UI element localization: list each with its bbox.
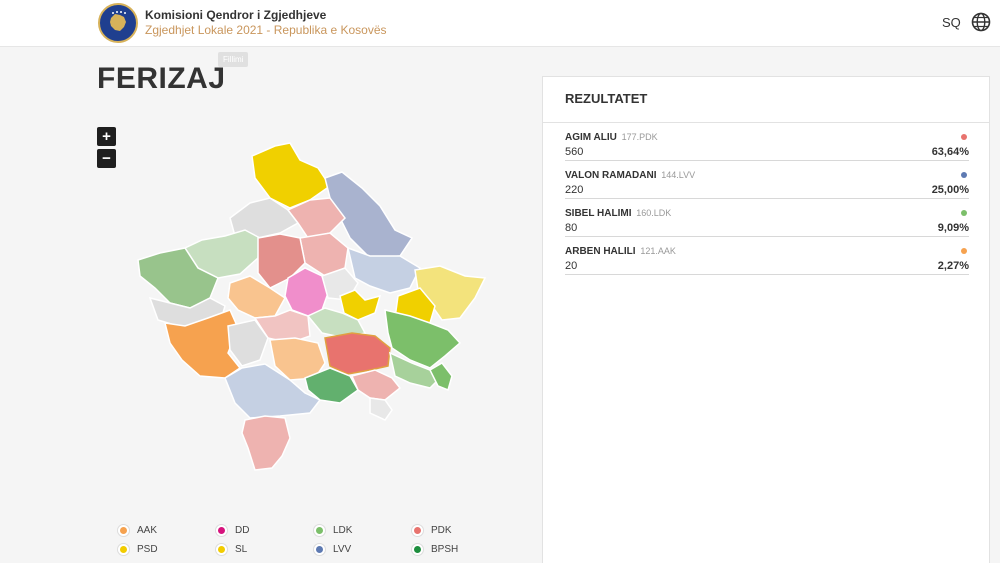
municipality-ldk-center[interactable] [306, 307, 367, 339]
legend-label: AAK [137, 524, 158, 536]
municipality-aak-southwest[interactable] [163, 309, 242, 379]
municipality-gray-mid[interactable] [227, 319, 269, 367]
results-title: REZULTATET [543, 77, 989, 123]
candidate-name-line: ARBEN HALILI 121.AAK [565, 246, 676, 257]
candidate-list: 177.PDK [621, 132, 658, 142]
candidate-list: 144.LVV [661, 170, 696, 180]
municipality-gray-south[interactable] [369, 397, 393, 421]
candidate-name: SIBEL HALIMI [565, 208, 632, 219]
municipality-ferizaj[interactable] [324, 332, 391, 375]
candidate-votes: 80 [565, 222, 578, 234]
candidate-row[interactable]: SIBEL HALIMI 160.LDK 80 9,09% [565, 208, 969, 242]
candidate-name-line: SIBEL HALIMI 160.LDK [565, 208, 671, 219]
municipality-north[interactable] [251, 142, 332, 209]
legend-item[interactable]: SL [216, 542, 247, 556]
municipality-ldk-southeast[interactable] [388, 351, 442, 389]
kosovo-map [137, 142, 487, 471]
municipality-north-center[interactable] [286, 197, 346, 239]
candidate-percent: 2,27% [937, 260, 969, 272]
language-selector[interactable]: SQ [942, 15, 961, 30]
candidate-percent: 25,00% [931, 184, 969, 196]
zoom-in-button[interactable]: + [97, 127, 116, 146]
party-color-dot [961, 134, 967, 140]
municipality-ldk-east[interactable] [384, 309, 462, 369]
row-divider [565, 160, 969, 161]
legend-label: DD [235, 524, 250, 536]
legend-item[interactable]: AAK [118, 523, 157, 537]
legend-label: LDK [333, 524, 353, 536]
municipality-east[interactable] [346, 246, 421, 294]
candidate-votes: 220 [565, 184, 584, 196]
candidate-name: AGIM ALIU [565, 132, 617, 143]
home-tag[interactable]: Fillimi [218, 52, 249, 67]
candidate-percent: 9,09% [937, 222, 969, 234]
legend-label: LVV [333, 543, 352, 555]
party-color-dot [961, 210, 967, 216]
legend-dot-psd [118, 543, 129, 555]
candidate-row[interactable]: VALON RAMADANI 144.LVV 220 25,00% [565, 170, 969, 204]
legend-dot-pdk [412, 524, 423, 536]
legend-item[interactable]: PSD [118, 542, 158, 556]
candidate-votes: 20 [565, 260, 578, 272]
row-divider [565, 274, 969, 275]
municipality-pink-center[interactable] [253, 309, 311, 344]
kosovo-emblem-icon[interactable] [98, 3, 138, 43]
legend-item[interactable]: BPSH [412, 542, 458, 556]
legend-dot-sl [216, 543, 227, 555]
election-subtitle[interactable]: Zgjedhjet Lokale 2021 - Republika e Koso… [145, 23, 387, 37]
org-title[interactable]: Komisioni Qendror i Zgjedhjeve [145, 8, 327, 22]
results-panel: REZULTATET AGIM ALIU 177.PDK 560 63,64% … [542, 76, 990, 563]
candidate-row[interactable]: AGIM ALIU 177.PDK 560 63,64% [565, 132, 969, 166]
candidate-name: ARBEN HALILI [565, 246, 636, 257]
candidate-percent: 63,64% [931, 146, 969, 158]
globe-icon[interactable] [971, 12, 991, 32]
municipality-bpsh-east[interactable] [429, 362, 453, 392]
legend-item[interactable]: DD [216, 523, 249, 537]
legend-label: PDK [431, 524, 452, 536]
party-color-dot [961, 172, 967, 178]
candidate-name: VALON RAMADANI [565, 170, 657, 181]
legend-item[interactable]: LVV [314, 542, 351, 556]
legend-item[interactable]: PDK [412, 523, 452, 537]
legend-label: BPSH [431, 543, 459, 555]
candidate-name-line: VALON RAMADANI 144.LVV [565, 170, 695, 181]
legend-dot-dd [216, 524, 227, 536]
municipality-aak-center[interactable] [269, 337, 326, 381]
legend-label: PSD [137, 543, 158, 555]
zoom-out-button[interactable]: − [97, 149, 116, 168]
candidate-name-line: AGIM ALIU 177.PDK [565, 132, 658, 143]
party-color-dot [961, 248, 967, 254]
legend-dot-lvv [314, 543, 325, 555]
legend-label: SL [235, 543, 248, 555]
municipality-pdk-southwest[interactable] [241, 415, 291, 471]
legend-item[interactable]: LDK [314, 523, 352, 537]
candidate-list: 121.AAK [640, 246, 676, 256]
municipality-pdk-south[interactable] [350, 369, 402, 401]
row-divider [565, 236, 969, 237]
legend-dot-aak [118, 524, 129, 536]
row-divider [565, 198, 969, 199]
top-bar: Komisioni Qendror i Zgjedhjeve Zgjedhjet… [0, 0, 1000, 47]
legend-dot-bpsh [412, 543, 423, 555]
municipality-bpsh-south[interactable] [304, 367, 359, 404]
municipality-title: FERIZAJ [97, 62, 226, 95]
candidate-votes: 560 [565, 146, 584, 158]
candidate-list: 160.LDK [636, 208, 672, 218]
legend-dot-ldk [314, 524, 325, 536]
candidate-row[interactable]: ARBEN HALILI 121.AAK 20 2,27% [565, 246, 969, 280]
